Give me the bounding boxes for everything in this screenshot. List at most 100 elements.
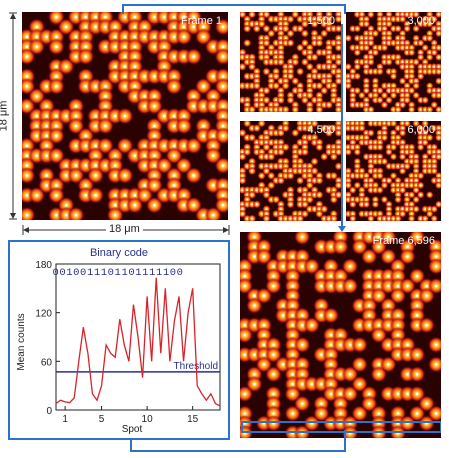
atom-marker bbox=[260, 174, 263, 177]
atom-marker bbox=[25, 104, 29, 108]
atom-marker bbox=[265, 27, 268, 30]
atom-marker bbox=[437, 70, 440, 73]
atom-marker bbox=[45, 35, 48, 39]
atom-marker bbox=[337, 184, 340, 187]
mean-counts-curve bbox=[55, 277, 221, 407]
atom-marker bbox=[133, 65, 137, 68]
atom-marker bbox=[304, 213, 306, 215]
atom-marker bbox=[374, 146, 377, 148]
atom-marker bbox=[337, 61, 340, 63]
atom-marker bbox=[153, 144, 156, 147]
atom-marker bbox=[253, 304, 256, 307]
atom-marker bbox=[272, 343, 275, 347]
atom-marker bbox=[308, 56, 311, 59]
atom-marker bbox=[401, 165, 404, 168]
atom-marker bbox=[396, 343, 400, 347]
atom-marker bbox=[172, 144, 176, 147]
atom-marker bbox=[428, 170, 431, 172]
atom-marker bbox=[25, 154, 29, 157]
atom-marker bbox=[265, 208, 268, 210]
frame-6000-label: 6,000 bbox=[407, 124, 435, 136]
atom-marker bbox=[428, 213, 431, 215]
atom-marker bbox=[221, 184, 225, 187]
atom-marker bbox=[64, 174, 68, 177]
atom-marker bbox=[45, 154, 48, 157]
atom-marker bbox=[401, 127, 404, 129]
atom-marker bbox=[280, 108, 282, 111]
atom-marker bbox=[153, 35, 156, 39]
atom-marker bbox=[113, 75, 117, 78]
atom-marker bbox=[260, 108, 263, 111]
atom-marker bbox=[392, 94, 395, 97]
atom-marker bbox=[289, 42, 292, 44]
atom-marker bbox=[289, 18, 292, 20]
atom-marker bbox=[241, 85, 244, 87]
atom-marker bbox=[74, 45, 78, 48]
atom-marker bbox=[280, 61, 282, 63]
atom-spot bbox=[334, 181, 341, 190]
atom-marker bbox=[221, 45, 225, 48]
atom-marker bbox=[323, 75, 325, 78]
atom-marker bbox=[299, 94, 301, 97]
atom-marker bbox=[265, 70, 268, 73]
atom-marker bbox=[323, 80, 325, 82]
atom-marker bbox=[419, 132, 422, 134]
connector-right bbox=[341, 24, 343, 230]
atom-marker bbox=[406, 184, 408, 187]
atom-marker bbox=[356, 174, 359, 177]
atom-marker bbox=[415, 179, 417, 182]
atom-marker bbox=[361, 203, 363, 206]
atom-marker bbox=[313, 75, 316, 78]
atom-marker bbox=[433, 146, 436, 148]
atom-marker bbox=[356, 27, 359, 30]
atom-marker bbox=[172, 114, 176, 118]
atom-spot bbox=[380, 232, 397, 246]
atom-marker bbox=[339, 392, 342, 396]
atom-marker bbox=[123, 203, 127, 207]
atom-marker bbox=[153, 94, 156, 98]
atom-marker bbox=[424, 165, 426, 168]
atom-marker bbox=[406, 372, 409, 376]
atom-marker bbox=[192, 94, 195, 98]
atom-marker bbox=[433, 18, 436, 20]
atom-marker bbox=[337, 127, 340, 129]
atom-marker bbox=[397, 18, 399, 20]
atom-marker bbox=[377, 284, 381, 288]
atom-marker bbox=[212, 104, 215, 108]
atom-marker bbox=[328, 56, 330, 59]
atom-marker bbox=[397, 127, 399, 129]
atom-marker bbox=[289, 174, 292, 177]
atom-marker bbox=[310, 265, 314, 268]
atom-marker bbox=[370, 217, 372, 220]
atom-marker bbox=[437, 203, 440, 206]
atom-marker bbox=[401, 94, 404, 97]
atom-spot bbox=[428, 356, 441, 373]
atom-marker bbox=[320, 284, 323, 288]
atom-marker bbox=[251, 108, 253, 111]
atom-marker bbox=[437, 94, 440, 97]
atom-marker bbox=[361, 18, 363, 20]
atom-marker bbox=[374, 51, 377, 54]
atom-marker bbox=[243, 353, 247, 356]
atom-marker bbox=[304, 51, 306, 54]
atom-marker bbox=[351, 89, 354, 92]
atom-marker bbox=[299, 89, 301, 92]
atom-marker bbox=[401, 61, 404, 63]
atom-marker bbox=[361, 170, 363, 172]
atom-marker bbox=[265, 194, 268, 196]
atom-marker bbox=[289, 32, 292, 35]
atom-marker bbox=[123, 114, 127, 118]
atom-marker bbox=[337, 151, 340, 153]
atom-marker bbox=[253, 294, 256, 298]
atom-marker bbox=[419, 23, 422, 25]
atom-marker bbox=[308, 136, 311, 139]
atom-marker bbox=[241, 13, 244, 16]
atom-marker bbox=[246, 56, 249, 59]
atom-marker bbox=[308, 122, 311, 125]
atom-marker bbox=[337, 104, 340, 106]
atom-marker bbox=[280, 37, 282, 39]
atom-marker bbox=[260, 151, 263, 153]
atom-marker bbox=[162, 164, 166, 167]
atom-marker bbox=[275, 141, 277, 144]
atom-marker bbox=[415, 294, 419, 298]
